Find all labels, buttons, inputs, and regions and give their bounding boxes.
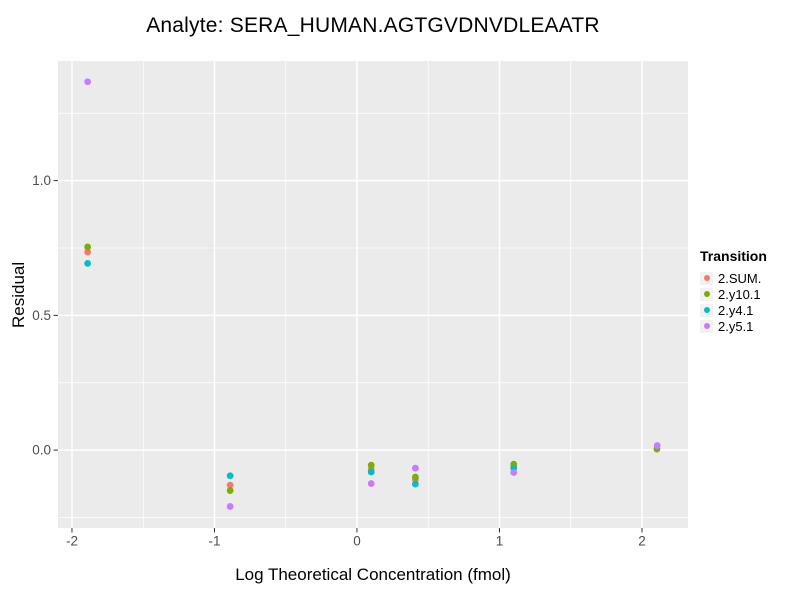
legend-item-label: 2.SUM.: [718, 270, 762, 286]
legend: Transition 2.SUM. 2.y10.1 2.y4.1 2.y5.1: [700, 248, 767, 334]
data-point-2.y10.1: [411, 473, 419, 481]
legend-title: Transition: [700, 248, 767, 264]
legend-item-2.y5.1: 2.y5.1: [700, 318, 767, 334]
plot-panel: [58, 61, 688, 528]
data-point-2.y5.1: [84, 78, 92, 86]
x-tick-label: 2: [638, 534, 646, 549]
x-tick-label: 1: [496, 534, 504, 549]
data-point-2.y4.1: [226, 472, 234, 480]
legend-point-icon: [703, 275, 710, 281]
legend-item-label: 2.y10.1: [718, 286, 761, 302]
x-tick-label: -2: [66, 534, 78, 549]
y-tick-label: 1.0: [32, 173, 51, 188]
legend-point-icon: [703, 291, 710, 297]
data-point-2.y5.1: [411, 464, 419, 472]
legend-item-2.y10.1: 2.y10.1: [700, 286, 767, 302]
x-tick-label: -1: [208, 534, 220, 549]
legend-key: [700, 287, 713, 301]
data-point-2.y4.1: [367, 468, 375, 476]
data-point-2.y5.1: [653, 442, 661, 449]
legend-key: [700, 319, 713, 333]
y-tick-label: 0.0: [32, 443, 51, 458]
y-tick-label: 0.5: [32, 308, 51, 323]
legend-key: [700, 303, 713, 317]
data-point-2.y10.1: [367, 461, 375, 469]
data-point-2.y5.1: [367, 480, 375, 487]
legend-item-2.SUM.: 2.SUM.: [700, 270, 767, 286]
legend-items: 2.SUM. 2.y10.1 2.y4.1 2.y5.1: [700, 270, 767, 334]
legend-key: [700, 271, 713, 285]
plot-title: Analyte: SERA_HUMAN.AGTGVDNVDLEAATR: [146, 14, 600, 37]
x-axis-title: Log Theoretical Concentration (fmol): [235, 565, 511, 584]
x-tick-label: 0: [353, 534, 361, 549]
data-point-2.SUM.: [226, 481, 234, 489]
data-point-2.y10.1: [84, 243, 92, 251]
data-point-2.SUM.: [84, 248, 92, 256]
y-axis-title: Residual: [9, 261, 28, 328]
data-point-2.y5.1: [510, 469, 518, 476]
legend-point-icon: [703, 307, 710, 313]
data-point-2.y4.1: [411, 480, 419, 488]
legend-point-icon: [703, 323, 710, 329]
data-point-2.y5.1: [226, 503, 234, 510]
legend-item-2.y4.1: 2.y4.1: [700, 302, 767, 318]
legend-item-label: 2.y4.1: [718, 302, 754, 318]
legend-item-label: 2.y5.1: [718, 318, 754, 334]
data-point-2.y10.1: [226, 487, 234, 494]
data-point-2.y4.1: [84, 259, 92, 267]
